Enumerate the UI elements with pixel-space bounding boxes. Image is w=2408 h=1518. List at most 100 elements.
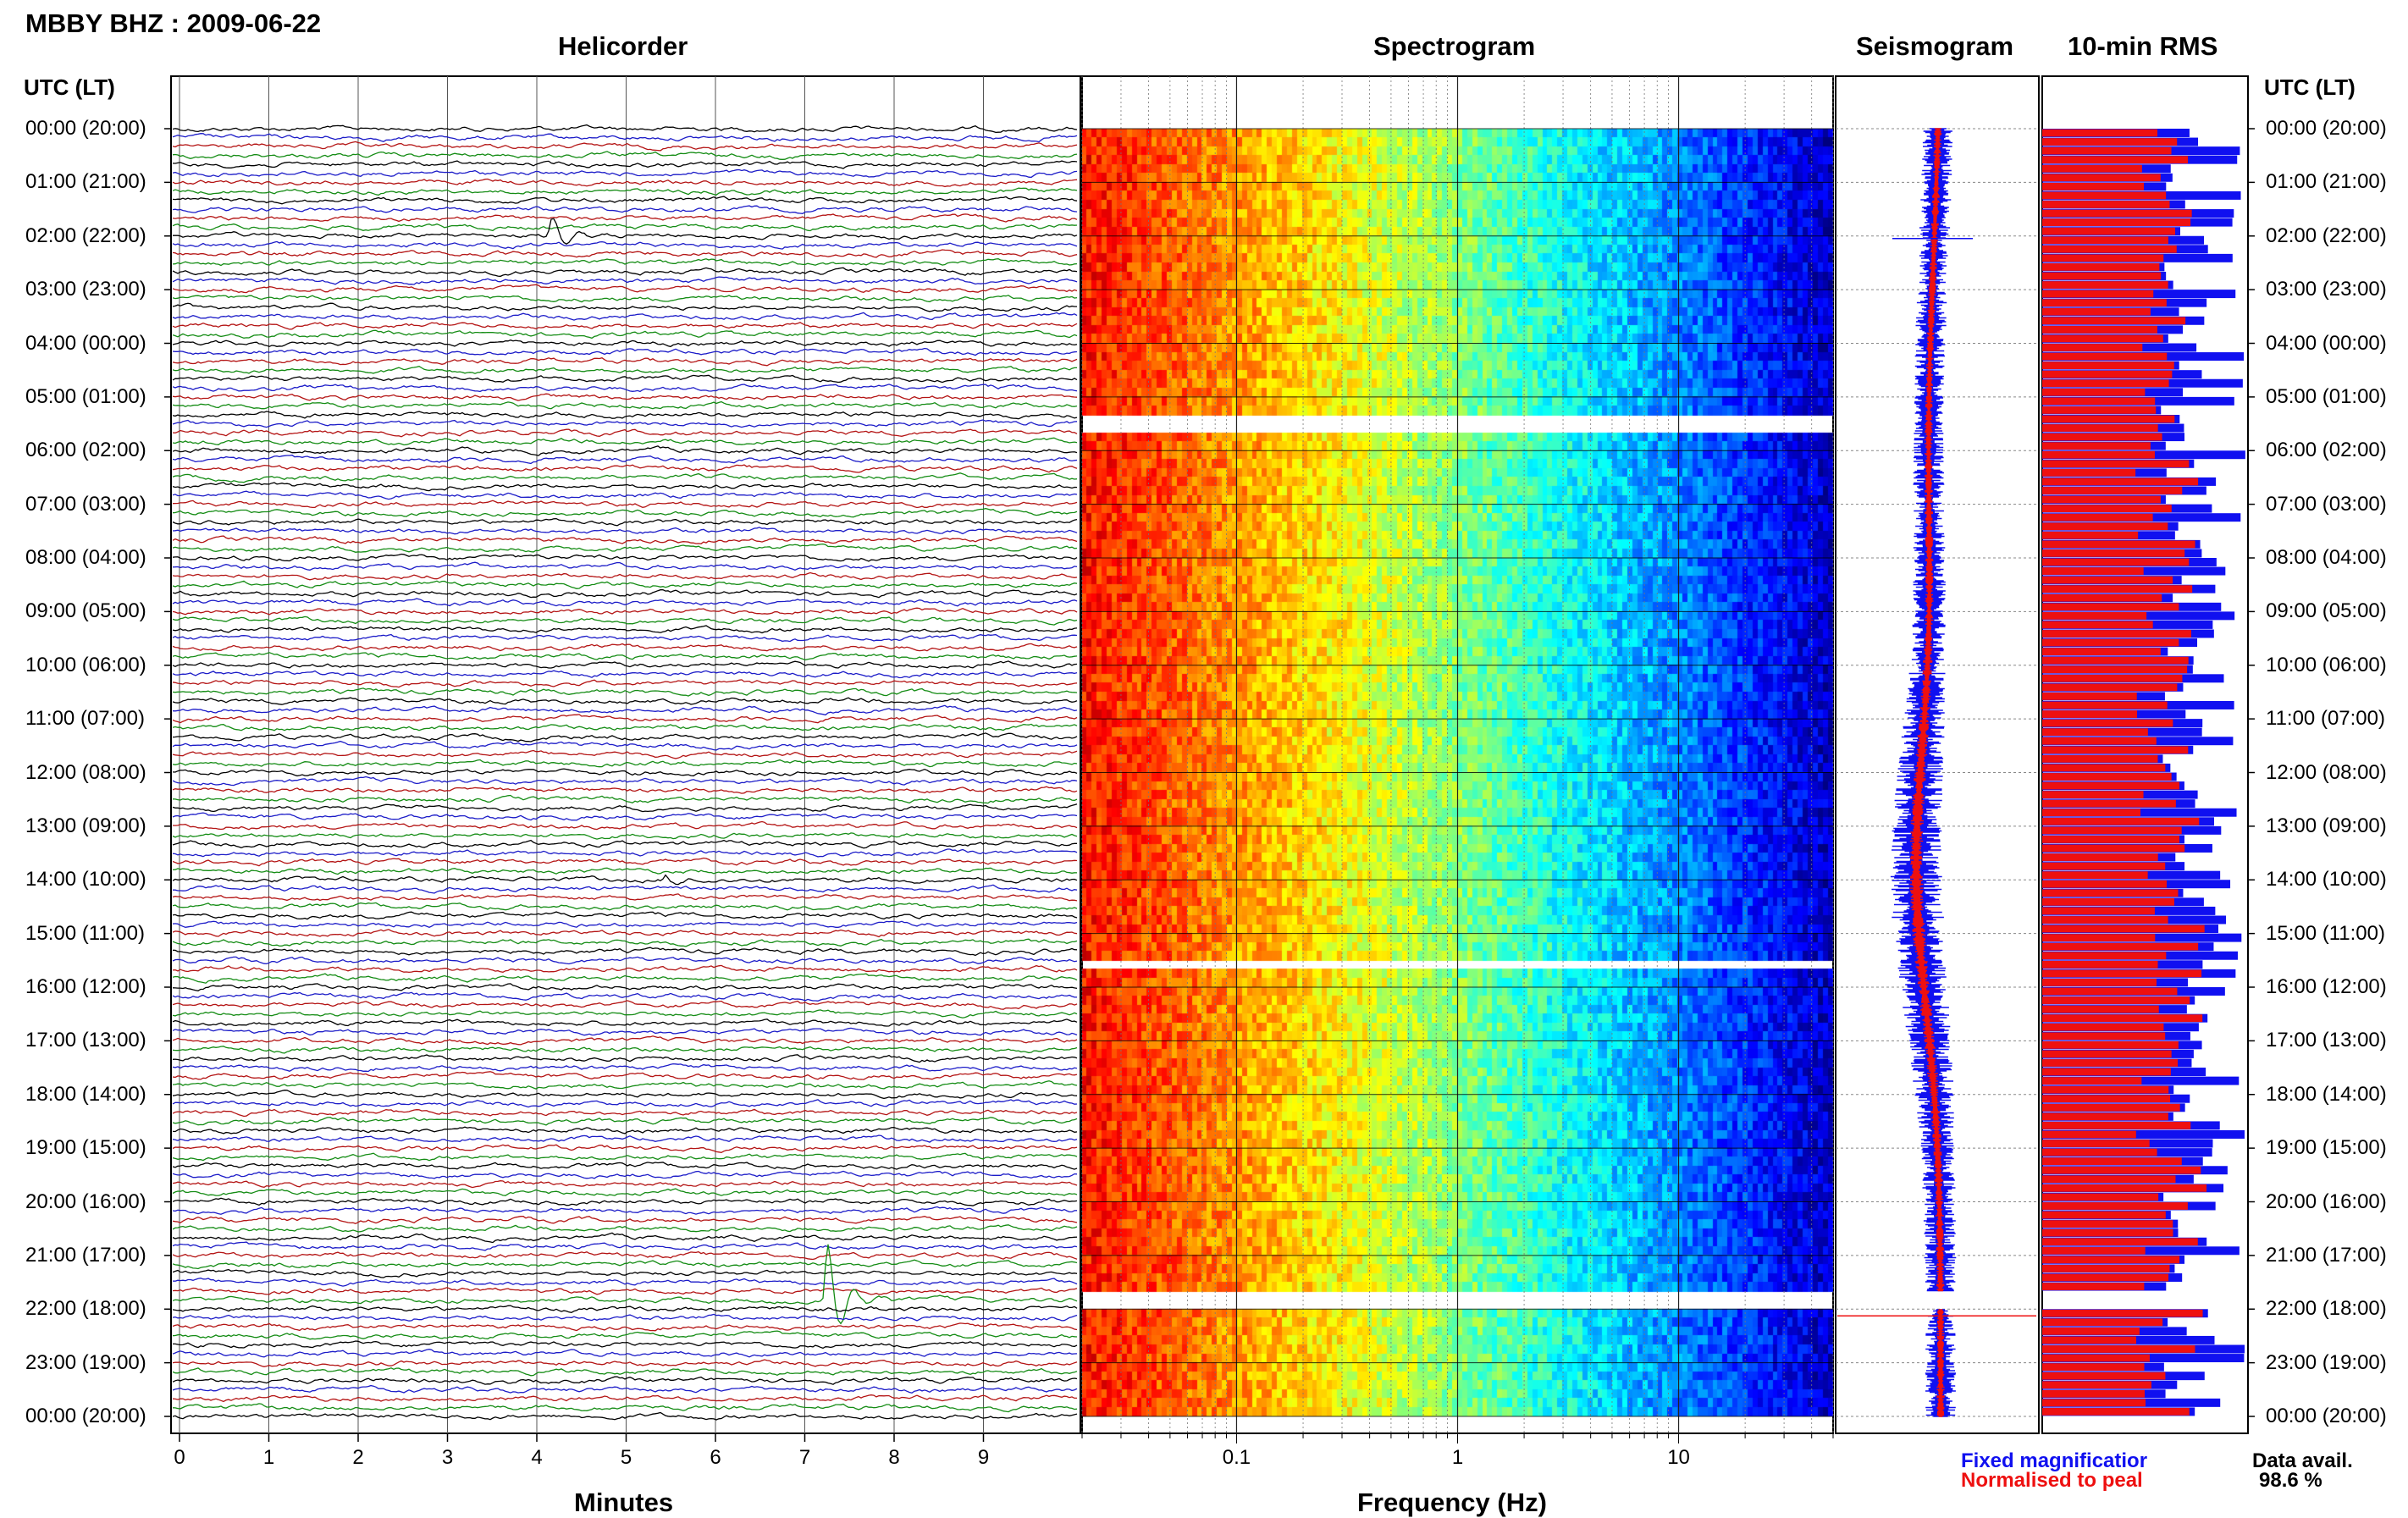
rms-bar-normalised	[2042, 281, 2168, 289]
rms-bar-normalised	[2042, 1399, 2146, 1407]
rms-bar-normalised	[2042, 1354, 2150, 1362]
rms-bar-normalised	[2042, 379, 2169, 388]
data-availability-value: 98.6 %	[2259, 1469, 2322, 1492]
rms-bar-normalised	[2042, 728, 2148, 737]
rms-bar-normalised	[2042, 1103, 2180, 1112]
station-date-title: MBBY BHZ : 2009-06-22	[25, 8, 322, 38]
helicorder-trace-row	[172, 920, 1078, 929]
time-label-left: 12:00 (08:00)	[25, 760, 146, 784]
rms-bar-normalised	[2042, 987, 2178, 996]
helicorder-x-tick-label-7: 7	[799, 1446, 810, 1469]
rms-bar-normalised	[2042, 683, 2178, 692]
helicorder-trace-row	[172, 329, 1078, 339]
helicorder-trace-row	[172, 723, 1078, 731]
rms-bar-normalised	[2042, 307, 2151, 316]
rms-bar-normalised	[2042, 585, 2193, 593]
time-label-right: 03:00 (23:00)	[2266, 278, 2387, 301]
time-label-left: 22:00 (18:00)	[25, 1297, 146, 1321]
rms-bar-normalised	[2042, 1372, 2166, 1380]
helicorder-trace-row	[173, 1340, 1078, 1350]
time-label-right: 06:00 (02:00)	[2266, 439, 2387, 462]
helicorder-trace-row	[172, 973, 1078, 984]
rms-bar-normalised	[2042, 263, 2160, 271]
time-label-right: 04:00 (00:00)	[2266, 331, 2387, 355]
helicorder-trace-row	[172, 848, 1078, 858]
helicorder-trace-row	[172, 258, 1078, 267]
helicorder-trace-row	[172, 411, 1078, 420]
helicorder-trace-row	[172, 857, 1078, 867]
rms-bar-normalised	[2042, 245, 2177, 253]
helicorder-trace-row	[172, 1117, 1078, 1126]
helicorder-trace-row	[172, 670, 1078, 679]
rms-bar-normalised	[2042, 611, 2147, 620]
rms-bar-normalised	[2042, 344, 2143, 351]
helicorder-trace-row	[172, 839, 1077, 849]
rms-bar-normalised	[2042, 836, 2179, 843]
helicorder-trace-row	[172, 543, 1078, 553]
helicorder-trace-row	[173, 884, 1078, 894]
helicorder-trace-row	[172, 1232, 1078, 1244]
time-label-right: 18:00 (14:00)	[2266, 1082, 2387, 1106]
rms-bar-normalised	[2042, 897, 2174, 906]
rms-bar-normalised	[2042, 737, 2157, 745]
helicorder-trace-row	[172, 482, 1078, 492]
helicorder-trace-row	[172, 1009, 1078, 1018]
rms-bar-normalised	[2042, 1059, 2179, 1067]
utc-axis-title-left: UTC (LT)	[24, 75, 115, 100]
rms-bar-normalised	[2042, 522, 2168, 531]
helicorder-trace-row	[172, 1259, 1078, 1270]
helicorder-trace-row	[172, 339, 1078, 348]
rms-bar-normalised	[2042, 952, 2167, 960]
helicorder-trace-row	[172, 124, 1078, 134]
time-label-right: 11:00 (07:00)	[2266, 707, 2385, 731]
rms-bar-normalised	[2042, 433, 2162, 441]
helicorder-trace-row	[172, 1063, 1078, 1073]
helicorder-trace-row	[172, 347, 1078, 356]
utc-axis-title-right: UTC (LT)	[2264, 75, 2356, 100]
helicorder-trace-row	[172, 295, 1078, 303]
rms-bar-normalised	[2042, 1256, 2180, 1264]
helicorder-trace-row	[172, 322, 1078, 330]
time-label-right: 17:00 (13:00)	[2266, 1029, 2387, 1052]
time-label-right: 00:00 (20:00)	[2266, 117, 2387, 140]
rms-bar-normalised	[2042, 817, 2200, 825]
rms-bar-normalised	[2042, 746, 2189, 754]
rms-bar-normalised	[2042, 907, 2155, 915]
rms-bar-normalised	[2042, 201, 2170, 208]
rms-bar-normalised	[2042, 1077, 2142, 1085]
helicorder-trace-row	[172, 419, 1078, 428]
helicorder-trace-row	[172, 902, 1078, 911]
legend-normalised-to-peak: Normalised to peal	[1961, 1469, 2143, 1492]
rms-bar-normalised	[2042, 791, 2144, 798]
rms-bar-normalised	[2042, 1228, 2173, 1237]
rms-bar-normalised	[2042, 996, 2190, 1004]
helicorder-trace-row	[172, 1367, 1078, 1377]
rms-bar-normalised	[2042, 352, 2168, 361]
rms-bar-normalised	[2042, 146, 2172, 155]
helicorder-trace-row	[172, 947, 1078, 957]
rms-bar-normalised	[2042, 1283, 2145, 1290]
time-label-left: 16:00 (12:00)	[25, 975, 146, 998]
rms-bar-normalised	[2042, 182, 2145, 190]
rms-bar-normalised	[2042, 693, 2137, 700]
time-label-left: 20:00 (16:00)	[25, 1190, 146, 1213]
rms-bar-normalised	[2042, 388, 2146, 396]
rms-bar-normalised	[2042, 1014, 2203, 1023]
rms-bar-normalised	[2042, 1095, 2171, 1103]
rms-bar-normalised	[2042, 209, 2192, 218]
time-label-right: 07:00 (03:00)	[2266, 492, 2387, 516]
rms-bar-normalised	[2042, 191, 2167, 200]
helicorder-trace-row	[172, 1216, 1078, 1225]
rms-bar-normalised	[2042, 862, 2166, 870]
helicorder-trace-row	[172, 1206, 1078, 1215]
rms-bar-normalised	[2042, 1265, 2170, 1272]
seismogram-traces	[1837, 128, 2036, 1417]
rms-bar-normalised	[2042, 549, 2185, 557]
helicorder-trace-row	[172, 312, 1078, 321]
helicorder-trace-row	[172, 759, 1078, 768]
rms-bar-normalised	[2042, 1220, 2173, 1228]
rms-bar-fixed	[2042, 1130, 2245, 1139]
time-label-right: 15:00 (11:00)	[2266, 921, 2385, 945]
helicorder-trace-row	[172, 1090, 1078, 1100]
